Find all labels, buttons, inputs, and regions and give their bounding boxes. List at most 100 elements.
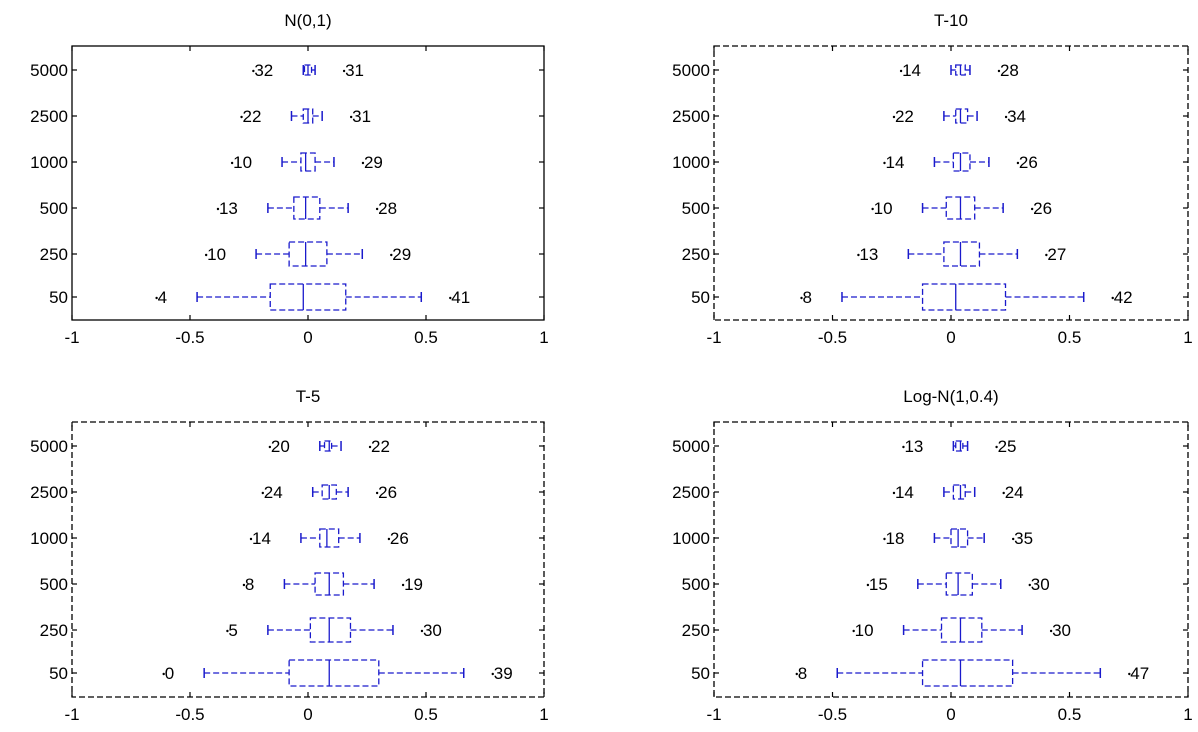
- x-tick-label: 0: [303, 328, 312, 347]
- outlier-dot: [857, 253, 860, 257]
- box: [319, 528, 340, 548]
- high-outlier-count: 30: [1052, 621, 1071, 640]
- outlier-dot: [800, 296, 803, 300]
- high-outlier-count: 41: [451, 288, 470, 307]
- outlier-dot: [1111, 296, 1114, 300]
- y-category-label: 500: [682, 575, 710, 594]
- outlier-dot: [420, 629, 424, 633]
- y-category-label: 2500: [672, 483, 710, 502]
- box: [950, 528, 969, 548]
- outlier-dot: [449, 296, 452, 300]
- outlier-dot: [342, 69, 346, 73]
- low-outlier-count: 14: [252, 529, 271, 548]
- outlier-dot: [883, 537, 886, 541]
- box: [952, 484, 966, 500]
- box: [945, 572, 973, 596]
- chart-title: T-10: [934, 11, 968, 30]
- x-tick-label: 0: [303, 705, 312, 724]
- box: [323, 440, 333, 452]
- low-outlier-count: 18: [885, 529, 904, 548]
- outlier-dot: [226, 629, 229, 633]
- low-outlier-count: 10: [207, 245, 226, 264]
- y-category-label: 5000: [672, 437, 710, 456]
- outlier-dot: [997, 69, 1001, 73]
- chart-title: T-5: [296, 387, 321, 406]
- high-outlier-count: 30: [423, 621, 442, 640]
- chart-panel: T-10 -1 -0.5 0 0.5 1 5000 14 28 2500 22 34 1000 14 26 5…: [672, 11, 1193, 347]
- x-tick-label: 0: [946, 328, 955, 347]
- outlier-dot: [261, 491, 264, 495]
- chart-panel: N(0,1) -1 -0.5 0 0.5 1 5000 32 31 2500 22 31 1000 10 2…: [30, 11, 549, 347]
- y-category-label: 2500: [30, 107, 68, 126]
- low-outlier-count: 22: [895, 107, 914, 126]
- outlier-dot: [883, 161, 886, 165]
- low-outlier-count: 13: [219, 199, 238, 218]
- outlier-dot: [162, 672, 165, 676]
- high-outlier-count: 26: [378, 483, 397, 502]
- low-outlier-count: 8: [245, 575, 254, 594]
- outlier-dot: [871, 207, 874, 211]
- x-tick-label: 0: [946, 705, 955, 724]
- low-outlier-count: 10: [233, 153, 252, 172]
- low-outlier-count: 13: [904, 437, 923, 456]
- low-outlier-count: 0: [165, 664, 174, 683]
- outlier-dot: [375, 207, 379, 211]
- high-outlier-count: 28: [378, 199, 397, 218]
- y-category-label: 1000: [30, 529, 68, 548]
- outlier-dot: [249, 537, 253, 541]
- box: [952, 152, 971, 172]
- outlier-dot: [216, 207, 220, 211]
- high-outlier-count: 26: [390, 529, 409, 548]
- low-outlier-count: 8: [803, 288, 812, 307]
- y-category-label: 50: [49, 664, 68, 683]
- x-tick-label: -0.5: [175, 705, 204, 724]
- y-category-label: 2500: [30, 483, 68, 502]
- high-outlier-count: 34: [1007, 107, 1026, 126]
- x-tick-label: -0.5: [818, 705, 847, 724]
- high-outlier-count: 29: [392, 245, 411, 264]
- y-category-label: 50: [49, 288, 68, 307]
- box: [293, 196, 321, 220]
- box: [321, 484, 337, 500]
- box: [269, 283, 347, 311]
- y-category-label: 2500: [672, 107, 710, 126]
- outlier-dot: [902, 445, 905, 449]
- high-outlier-count: 31: [352, 107, 371, 126]
- y-category-label: 1000: [672, 529, 710, 548]
- outlier-dot: [852, 629, 855, 633]
- low-outlier-count: 10: [855, 621, 874, 640]
- outlier-dot: [242, 583, 246, 587]
- outlier-dot: [1030, 207, 1034, 211]
- low-outlier-count: 5: [228, 621, 237, 640]
- plot-frame: [713, 45, 1189, 321]
- chart-title: N(0,1): [284, 11, 331, 30]
- high-outlier-count: 25: [998, 437, 1017, 456]
- low-outlier-count: 24: [264, 483, 283, 502]
- y-category-label: 1000: [30, 153, 68, 172]
- outlier-dot: [899, 69, 903, 73]
- outlier-dot: [349, 115, 353, 119]
- outlier-dot: [387, 537, 391, 541]
- high-outlier-count: 27: [1047, 245, 1066, 264]
- y-category-label: 500: [682, 199, 710, 218]
- outlier-dot: [268, 445, 272, 449]
- box: [921, 659, 1014, 687]
- high-outlier-count: 26: [1033, 199, 1052, 218]
- box: [309, 617, 352, 643]
- x-tick-label: -1: [706, 705, 721, 724]
- chart-title: Log-N(1,0.4): [903, 387, 998, 406]
- x-tick-label: -0.5: [175, 328, 204, 347]
- outlier-dot: [1002, 491, 1005, 495]
- outlier-dot: [361, 161, 365, 165]
- low-outlier-count: 4: [158, 288, 167, 307]
- box: [943, 241, 981, 267]
- high-outlier-count: 24: [1005, 483, 1024, 502]
- low-outlier-count: 8: [798, 664, 807, 683]
- low-outlier-count: 20: [271, 437, 290, 456]
- x-tick-label: 0.5: [414, 328, 438, 347]
- high-outlier-count: 28: [1000, 61, 1019, 80]
- high-outlier-count: 47: [1130, 664, 1149, 683]
- outlier-dot: [252, 69, 255, 73]
- outlier-dot: [1049, 629, 1053, 633]
